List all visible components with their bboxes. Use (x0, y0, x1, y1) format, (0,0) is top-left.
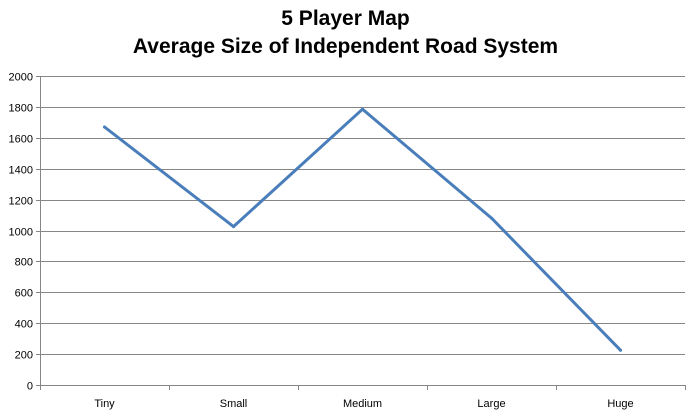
y-tick-label: 1000 (9, 227, 33, 239)
y-tick-label: 1400 (9, 165, 33, 177)
y-tick-label: 400 (15, 319, 33, 331)
y-tick-label: 200 (15, 350, 33, 362)
chart-title: 5 Player Map (281, 7, 410, 30)
y-tick-label: 2000 (9, 72, 33, 84)
y-tick-label: 600 (15, 288, 33, 300)
series-line (103, 107, 622, 352)
y-tick-label: 1600 (9, 134, 33, 146)
data-point (103, 125, 106, 129)
chart-subtitle: Average Size of Independent Road System (132, 35, 559, 58)
x-tick-label: Tiny (94, 398, 115, 410)
y-tick-label: 800 (15, 257, 33, 269)
y-tick-label: 0 (27, 381, 33, 393)
x-tick-label: Small (220, 398, 248, 410)
x-tick-label: Huge (607, 398, 633, 410)
data-point (232, 225, 235, 229)
y-tick-label: 1200 (9, 196, 33, 208)
data-point (361, 107, 364, 111)
data-point (490, 216, 493, 220)
x-tick-label: Medium (343, 398, 382, 410)
x-tick-label: Large (477, 398, 505, 410)
data-point (619, 348, 622, 352)
y-tick-label: 1800 (9, 103, 33, 115)
